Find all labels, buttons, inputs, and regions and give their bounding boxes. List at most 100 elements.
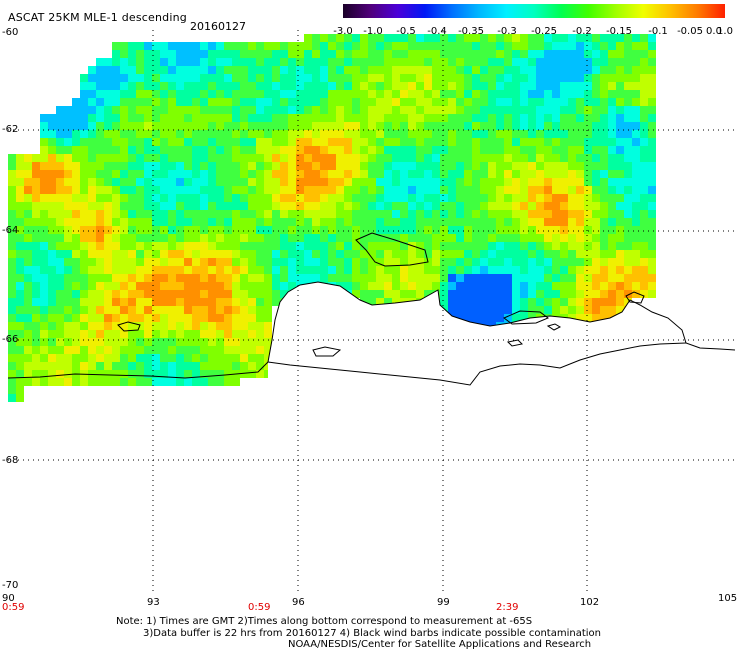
wind-cell [440, 178, 448, 186]
wind-cell [152, 122, 160, 130]
wind-cell [56, 306, 64, 314]
wind-cell [288, 106, 296, 114]
wind-cell [48, 146, 56, 154]
wind-cell [360, 186, 368, 194]
wind-cell [184, 250, 192, 258]
wind-cell [304, 210, 312, 218]
wind-cell [184, 170, 192, 178]
wind-cell [616, 258, 624, 266]
wind-cell [216, 362, 224, 370]
wind-cell [136, 202, 144, 210]
wind-cell [544, 170, 552, 178]
wind-cell [576, 42, 584, 50]
wind-cell [40, 282, 48, 290]
wind-cell [240, 66, 248, 74]
wind-cell [576, 186, 584, 194]
wind-cell [320, 202, 328, 210]
wind-cell [360, 162, 368, 170]
wind-cell [400, 194, 408, 202]
wind-cell [224, 282, 232, 290]
wind-cell [624, 130, 632, 138]
wind-cell [592, 122, 600, 130]
wind-cell [192, 282, 200, 290]
wind-cell [376, 210, 384, 218]
wind-cell [488, 250, 496, 258]
wind-cell [160, 226, 168, 234]
wind-cell [256, 122, 264, 130]
wind-cell [104, 258, 112, 266]
wind-cell [272, 194, 280, 202]
wind-cell [392, 178, 400, 186]
wind-cell [248, 146, 256, 154]
wind-cell [408, 98, 416, 106]
wind-cell [272, 298, 280, 306]
wind-cell [560, 218, 568, 226]
wind-cell [384, 50, 392, 58]
wind-cell [456, 226, 464, 234]
wind-cell [112, 298, 120, 306]
wind-cell [640, 250, 648, 258]
wind-cell [416, 130, 424, 138]
wind-cell [152, 218, 160, 226]
wind-cell [544, 90, 552, 98]
wind-cell [560, 154, 568, 162]
wind-cell [144, 58, 152, 66]
wind-cell [152, 226, 160, 234]
wind-cell [496, 266, 504, 274]
wind-cell [16, 218, 24, 226]
wind-cell [264, 218, 272, 226]
wind-cell [448, 218, 456, 226]
wind-cell [224, 322, 232, 330]
wind-cell [432, 250, 440, 258]
wind-cell [248, 42, 256, 50]
wind-cell [552, 242, 560, 250]
wind-cell [280, 154, 288, 162]
wind-cell [456, 42, 464, 50]
wind-cell [224, 66, 232, 74]
wind-cell [8, 338, 16, 346]
wind-cell [200, 314, 208, 322]
wind-cell [384, 274, 392, 282]
wind-cell [648, 266, 656, 274]
wind-cell [312, 42, 320, 50]
wind-cell [72, 298, 80, 306]
wind-cell [200, 330, 208, 338]
wind-cell [160, 314, 168, 322]
wind-cell [448, 138, 456, 146]
wind-cell [8, 178, 16, 186]
wind-cell [136, 258, 144, 266]
wind-cell [472, 306, 480, 314]
wind-cell [152, 186, 160, 194]
wind-cell [624, 34, 632, 42]
wind-cell [200, 226, 208, 234]
wind-cell [240, 170, 248, 178]
wind-cell [408, 50, 416, 58]
wind-cell [176, 186, 184, 194]
wind-cell [152, 370, 160, 378]
wind-cell [264, 154, 272, 162]
wind-cell [440, 50, 448, 58]
wind-cell [456, 202, 464, 210]
wind-cell [368, 282, 376, 290]
wind-cell [584, 314, 592, 322]
wind-cell [16, 226, 24, 234]
wind-cell [416, 226, 424, 234]
wind-cell [632, 210, 640, 218]
wind-cell [80, 90, 88, 98]
wind-cell [264, 114, 272, 122]
wind-cell [616, 66, 624, 74]
wind-cell [640, 50, 648, 58]
wind-cell [624, 58, 632, 66]
wind-cell [648, 290, 656, 298]
wind-cell [584, 170, 592, 178]
wind-cell [336, 66, 344, 74]
wind-cell [56, 250, 64, 258]
wind-cell [632, 282, 640, 290]
wind-cell [240, 74, 248, 82]
wind-cell [544, 106, 552, 114]
wind-cell [88, 258, 96, 266]
wind-cell [8, 330, 16, 338]
wind-cell [544, 50, 552, 58]
wind-cell [312, 106, 320, 114]
wind-cell [376, 226, 384, 234]
